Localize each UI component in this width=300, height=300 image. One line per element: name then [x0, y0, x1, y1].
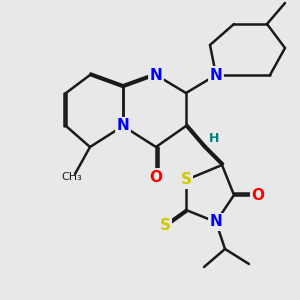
Text: N: N — [210, 68, 222, 82]
Text: CH₃: CH₃ — [61, 172, 82, 182]
Text: N: N — [117, 118, 129, 134]
Text: H: H — [209, 131, 220, 145]
Text: O: O — [251, 188, 265, 202]
Text: N: N — [150, 68, 162, 82]
Text: S: S — [181, 172, 191, 188]
Text: N: N — [210, 214, 222, 230]
Text: O: O — [149, 169, 163, 184]
Text: S: S — [160, 218, 170, 232]
